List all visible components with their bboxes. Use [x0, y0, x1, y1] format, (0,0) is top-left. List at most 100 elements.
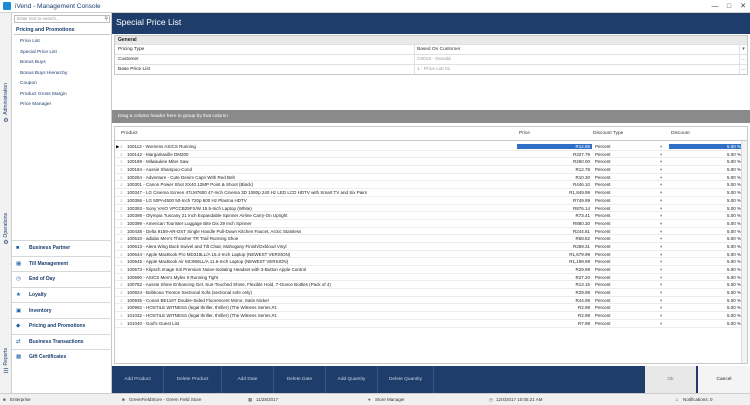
delete-date-button[interactable]: Delete Date: [274, 366, 326, 393]
table-row[interactable]: ≡ 100645 - Apple MacBook Air MC969LL/A 11…: [115, 258, 743, 266]
cell-discount-type[interactable]: Percent: [595, 320, 611, 326]
module-till-management[interactable]: ▦ Till Management: [12, 255, 112, 272]
table-row[interactable]: ≡ 100644 - Apple MacBook Pro MD318LL/A 15…: [115, 251, 743, 259]
cell-product[interactable]: 100992 - HOSTILE WITNESS (legal thriller…: [127, 305, 277, 311]
cell-price[interactable]: R73.41: [575, 213, 590, 219]
cell-price[interactable]: R29.99: [575, 267, 590, 272]
cell-discount[interactable]: 5.00 %: [726, 259, 741, 265]
cell-price[interactable]: R44.99: [575, 297, 590, 303]
cell-price[interactable]: R244.81: [572, 228, 590, 234]
chevron-down-icon[interactable]: ▾: [660, 197, 663, 203]
cell-price[interactable]: R2.99: [577, 305, 590, 311]
cell-product[interactable]: 100782 - Aussie Shine Enhancing Gel, Sun…: [127, 282, 331, 288]
close-icon[interactable]: ✕: [740, 3, 746, 10]
cell-product[interactable]: 100510 - adidas Men's Thrasher TR Trail …: [127, 236, 239, 242]
sidebar-item-product-gross-margin[interactable]: Product Gross Margin: [20, 91, 67, 97]
cell-product[interactable]: 100613 - Alera Wing Back Swivel and Tilt…: [127, 243, 287, 249]
table-row[interactable]: ≡ 101032 - HOSTILE WITNESS (legal thrille…: [115, 312, 743, 320]
table-row[interactable]: ≡ 100398 - Olympia Tuscany 21 Inch Expand…: [115, 212, 743, 220]
sidebar-item-bonus-buys[interactable]: Bonus Buys: [20, 60, 46, 65]
tab-operations[interactable]: Operations ⚙: [3, 213, 9, 247]
cell-product[interactable]: 100644 - Apple MacBook Pro MD318LL/A 15.…: [127, 251, 291, 257]
general-row-pricing-type[interactable]: Pricing Type Based On Customer ▾: [115, 44, 747, 54]
ellipsis-icon[interactable]: …: [739, 65, 747, 74]
cell-price[interactable]: R27.20: [575, 274, 590, 280]
cell-product[interactable]: 101040 - God's Guest List: [127, 320, 180, 326]
cell-product[interactable]: 100356 - LG 50PA4500 50-Inch 720p 600 Hz…: [127, 197, 247, 203]
table-row[interactable]: ≡ 100264 - Adventure - Cute Denim Capri W…: [115, 174, 743, 182]
cell-product[interactable]: 100347 - LG Cinema Screen 47LM7600 47-In…: [127, 190, 368, 196]
cell-discount-type[interactable]: Percent: [595, 228, 611, 234]
cell-discount-type[interactable]: Percent: [595, 190, 611, 196]
cell-price[interactable]: R12.85: [517, 144, 592, 149]
cell-price[interactable]: R327.79: [572, 151, 590, 157]
cell-product[interactable]: 101032 - HOSTILE WITNESS (legal thriller…: [127, 313, 277, 319]
search-input[interactable]: Enter text to search... ⚲: [14, 15, 110, 23]
cell-discount-type[interactable]: Percent: [595, 205, 611, 211]
chevron-down-icon[interactable]: ▾: [660, 274, 663, 280]
ellipsis-icon[interactable]: …: [739, 55, 747, 64]
cell-discount[interactable]: 5.00 %: [726, 305, 741, 311]
column-header-price[interactable]: Price: [519, 131, 530, 136]
module-gift-certificates[interactable]: ▩ Gift Certificates: [12, 349, 112, 365]
table-row[interactable]: ≡ 100347 - LG Cinema Screen 47LM7600 47-I…: [115, 189, 743, 197]
cell-discount[interactable]: 5.00 %: [726, 213, 741, 219]
tab-reports[interactable]: Reports ☰: [3, 348, 9, 375]
cell-price[interactable]: R58.82: [575, 236, 590, 242]
chevron-down-icon[interactable]: ▾: [660, 236, 663, 242]
cell-discount[interactable]: 5.00 %: [726, 290, 741, 296]
cell-discount-type[interactable]: Percent: [595, 297, 611, 303]
table-row[interactable]: ≡ 100438 - Delta 9159-AR-DST Single Handl…: [115, 228, 743, 236]
cell-product[interactable]: 100189 - Milwaukee Miter Saw: [127, 159, 189, 165]
cell-price[interactable]: R269.31: [572, 243, 590, 249]
sidebar-item-price-manager[interactable]: Price Manager: [20, 102, 52, 107]
cell-discount-type[interactable]: Percent: [595, 197, 611, 203]
module-loyalty[interactable]: ★ Loyalty: [12, 286, 112, 303]
group-by-panel[interactable]: Drag a column header here to group by th…: [112, 110, 750, 123]
cell-discount[interactable]: 5.00 %: [726, 251, 741, 257]
cell-discount[interactable]: 5.00 %: [726, 159, 741, 165]
table-row[interactable]: ≡ 100393 - Sony VAIO VPCCB25FX/W 15.5-Inc…: [115, 205, 743, 213]
cell-discount[interactable]: 5.00 %: [726, 228, 741, 234]
table-row[interactable]: ≡ 100935 - Conair BE116T Double-Sided Flu…: [115, 297, 743, 305]
add-quantity-button[interactable]: Add Quantity: [326, 366, 378, 393]
table-row[interactable]: ≡ 100184 - Aussie Shampoo-Cond R12.78 Perce…: [115, 166, 743, 174]
table-row[interactable]: ≡ 101040 - God's Guest List R7.99 Percent ▾ 5…: [115, 320, 743, 328]
chevron-down-icon[interactable]: ▾: [660, 305, 663, 311]
cell-price[interactable]: R13.15: [575, 282, 590, 288]
cell-product[interactable]: 100393 - Sony VAIO VPCCB25FX/W 15.5-Inch…: [127, 205, 252, 211]
table-row[interactable]: ≡ 100690 - ASICS Men's Mylex II Running T…: [115, 274, 743, 282]
table-row[interactable]: ≡ 100301 - Canon Power Shot SX40 12MP Poi…: [115, 181, 743, 190]
delete-quantity-button[interactable]: Delete Quantity: [378, 366, 434, 393]
cell-price[interactable]: R12.78: [575, 167, 590, 173]
cell-discount[interactable]: 5.00 %: [726, 297, 741, 303]
cell-discount[interactable]: 5.00 %: [726, 174, 741, 180]
cell-discount-type[interactable]: Percent: [595, 167, 611, 173]
cell-discount[interactable]: 5.00 %: [726, 282, 741, 288]
chevron-down-icon[interactable]: ▾: [660, 290, 663, 296]
cell-discount[interactable]: 5.00 %: [726, 182, 741, 188]
chevron-down-icon[interactable]: ▾: [660, 313, 663, 319]
cell-discount-type[interactable]: Percent: [595, 267, 611, 272]
cell-discount[interactable]: 5.00 %: [726, 274, 741, 280]
cell-price[interactable]: R2.99: [577, 313, 590, 319]
cell-discount[interactable]: 5.00 %: [726, 205, 741, 211]
chevron-down-icon[interactable]: ▾: [660, 267, 663, 272]
module-pricing-and-promotions[interactable]: ◆ Pricing and Promotions: [12, 317, 112, 334]
cell-product[interactable]: 100398 - Olympia Tuscany 21 Inch Expanda…: [127, 213, 288, 219]
cell-discount-type[interactable]: Percent: [595, 159, 611, 165]
tab-administration[interactable]: Administration ⚙: [3, 83, 9, 124]
cell-discount-type[interactable]: Percent: [595, 236, 611, 242]
cell-price[interactable]: R749.99: [572, 197, 590, 203]
minimize-icon[interactable]: —: [711, 2, 719, 10]
cell-discount-type[interactable]: Percent: [595, 220, 611, 226]
cell-price[interactable]: R876.14: [572, 205, 590, 211]
chevron-down-icon[interactable]: ▾: [739, 45, 747, 54]
cell-discount-type[interactable]: Percent: [595, 151, 611, 157]
cell-price[interactable]: R29.99: [575, 290, 590, 296]
chevron-down-icon[interactable]: ▾: [660, 297, 663, 303]
cell-price[interactable]: R880.30: [572, 220, 590, 226]
sidebar-item-coupon[interactable]: Coupon: [20, 81, 37, 86]
sidebar-item-special-price-list[interactable]: Special Price List: [20, 49, 57, 55]
chevron-down-icon[interactable]: ▾: [660, 182, 663, 188]
